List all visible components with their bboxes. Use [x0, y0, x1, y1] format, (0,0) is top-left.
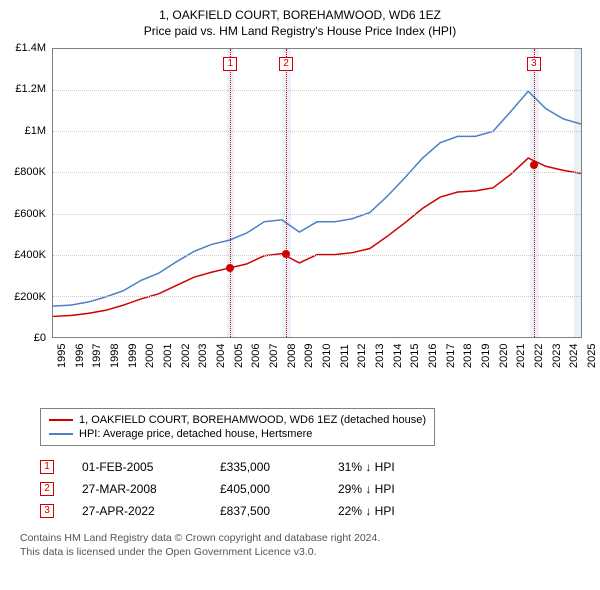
x-tick-label: 2005: [233, 344, 245, 368]
x-tick-label: 2003: [197, 344, 209, 368]
x-tick-label: 2018: [462, 344, 474, 368]
sales-row-diff: 22% ↓ HPI: [338, 504, 428, 518]
x-tick-label: 1998: [109, 344, 121, 368]
y-tick-label: £400K: [14, 249, 46, 261]
x-tick-label: 2025: [586, 344, 598, 368]
x-tick-label: 2013: [374, 344, 386, 368]
x-tick-label: 2014: [392, 344, 404, 368]
gridline: [53, 172, 581, 173]
x-tick-label: 2010: [321, 344, 333, 368]
legend-row: 1, OAKFIELD COURT, BOREHAMWOOD, WD6 1EZ …: [49, 413, 426, 427]
sales-row-date: 27-MAR-2008: [82, 482, 192, 496]
x-tick-label: 2009: [303, 344, 315, 368]
footer-line1: Contains HM Land Registry data © Crown c…: [20, 532, 580, 546]
x-tick-label: 2023: [551, 344, 563, 368]
title-line1: 1, OAKFIELD COURT, BOREHAMWOOD, WD6 1EZ: [10, 8, 590, 22]
sale-marker-box: 2: [279, 57, 293, 71]
x-tick-label: 2001: [162, 344, 174, 368]
y-tick-label: £1.4M: [15, 42, 46, 54]
y-tick-label: £800K: [14, 166, 46, 178]
sales-row: 1 01-FEB-2005 £335,000 31% ↓ HPI: [40, 456, 580, 478]
x-tick-label: 1996: [74, 344, 86, 368]
sales-row-diff: 31% ↓ HPI: [338, 460, 428, 474]
x-tick-label: 2007: [268, 344, 280, 368]
legend: 1, OAKFIELD COURT, BOREHAMWOOD, WD6 1EZ …: [40, 408, 435, 446]
x-tick-label: 2012: [356, 344, 368, 368]
x-tick-label: 2008: [286, 344, 298, 368]
footer-attribution: Contains HM Land Registry data © Crown c…: [20, 532, 580, 559]
footer-line2: This data is licensed under the Open Gov…: [20, 546, 580, 560]
chart-area: £0£200K£400K£600K£800K£1M£1.2M£1.4M 123 …: [52, 48, 582, 368]
sale-vline: [230, 49, 231, 337]
series-hpi: [53, 91, 581, 306]
sales-row-price: £405,000: [220, 482, 310, 496]
x-tick-label: 2020: [498, 344, 510, 368]
y-tick-label: £1M: [25, 125, 46, 137]
line-series-svg: [53, 49, 581, 337]
x-tick-label: 2006: [250, 344, 262, 368]
x-tick-label: 2022: [533, 344, 545, 368]
gridline: [53, 296, 581, 297]
x-tick-label: 2015: [409, 344, 421, 368]
x-tick-label: 2021: [515, 344, 527, 368]
legend-row: HPI: Average price, detached house, Hert…: [49, 427, 426, 441]
legend-label: 1, OAKFIELD COURT, BOREHAMWOOD, WD6 1EZ …: [79, 414, 426, 426]
sales-row-price: £335,000: [220, 460, 310, 474]
x-tick-label: 2000: [144, 344, 156, 368]
sales-row-marker: 1: [40, 460, 54, 474]
sales-row-marker: 2: [40, 482, 54, 496]
x-tick-label: 2011: [339, 344, 351, 368]
gridline: [53, 131, 581, 132]
sales-row-date: 01-FEB-2005: [82, 460, 192, 474]
series-property: [53, 158, 581, 316]
sales-table: 1 01-FEB-2005 £335,000 31% ↓ HPI 2 27-MAR-200…: [40, 456, 580, 522]
gridline: [53, 214, 581, 215]
legend-swatch: [49, 433, 73, 435]
x-axis: 1995 1996 1997 1998 1999 2000 2001 2002 2003 2004…: [52, 338, 582, 368]
sale-marker-box: 1: [223, 57, 237, 71]
x-tick-label: 1999: [127, 344, 139, 368]
y-axis: £0£200K£400K£600K£800K£1M£1.2M£1.4M: [0, 48, 50, 338]
sales-row-marker: 3: [40, 504, 54, 518]
legend-swatch: [49, 419, 73, 421]
sale-vline: [286, 49, 287, 337]
legend-label: HPI: Average price, detached house, Hert…: [79, 428, 312, 440]
sales-row: 3 27-APR-2022 £837,500 22% ↓ HPI: [40, 500, 580, 522]
sale-data-point: [226, 264, 234, 272]
x-tick-label: 2024: [568, 344, 580, 368]
y-tick-label: £600K: [14, 208, 46, 220]
x-tick-label: 2017: [445, 344, 457, 368]
x-tick-label: 2004: [215, 344, 227, 368]
sales-row-diff: 29% ↓ HPI: [338, 482, 428, 496]
chart-title: 1, OAKFIELD COURT, BOREHAMWOOD, WD6 1EZ …: [0, 0, 600, 42]
gridline: [53, 90, 581, 91]
sale-data-point: [282, 250, 290, 258]
sale-vline: [534, 49, 535, 337]
gridline: [53, 255, 581, 256]
title-line2: Price paid vs. HM Land Registry's House …: [10, 24, 590, 38]
x-tick-label: 2019: [480, 344, 492, 368]
x-tick-label: 2016: [427, 344, 439, 368]
x-tick-label: 2002: [180, 344, 192, 368]
y-tick-label: £0: [34, 332, 46, 344]
x-tick-label: 1997: [91, 344, 103, 368]
plot-region: 1 2 3: [52, 48, 582, 338]
sales-row: 2 27-MAR-2008 £405,000 29% ↓ HPI: [40, 478, 580, 500]
sales-row-price: £837,500: [220, 504, 310, 518]
highlight-band: [574, 49, 581, 337]
y-tick-label: £1.2M: [15, 83, 46, 95]
y-tick-label: £200K: [14, 291, 46, 303]
x-tick-label: 1995: [56, 344, 68, 368]
sale-marker-box: 3: [527, 57, 541, 71]
sales-row-date: 27-APR-2022: [82, 504, 192, 518]
sale-data-point: [530, 161, 538, 169]
